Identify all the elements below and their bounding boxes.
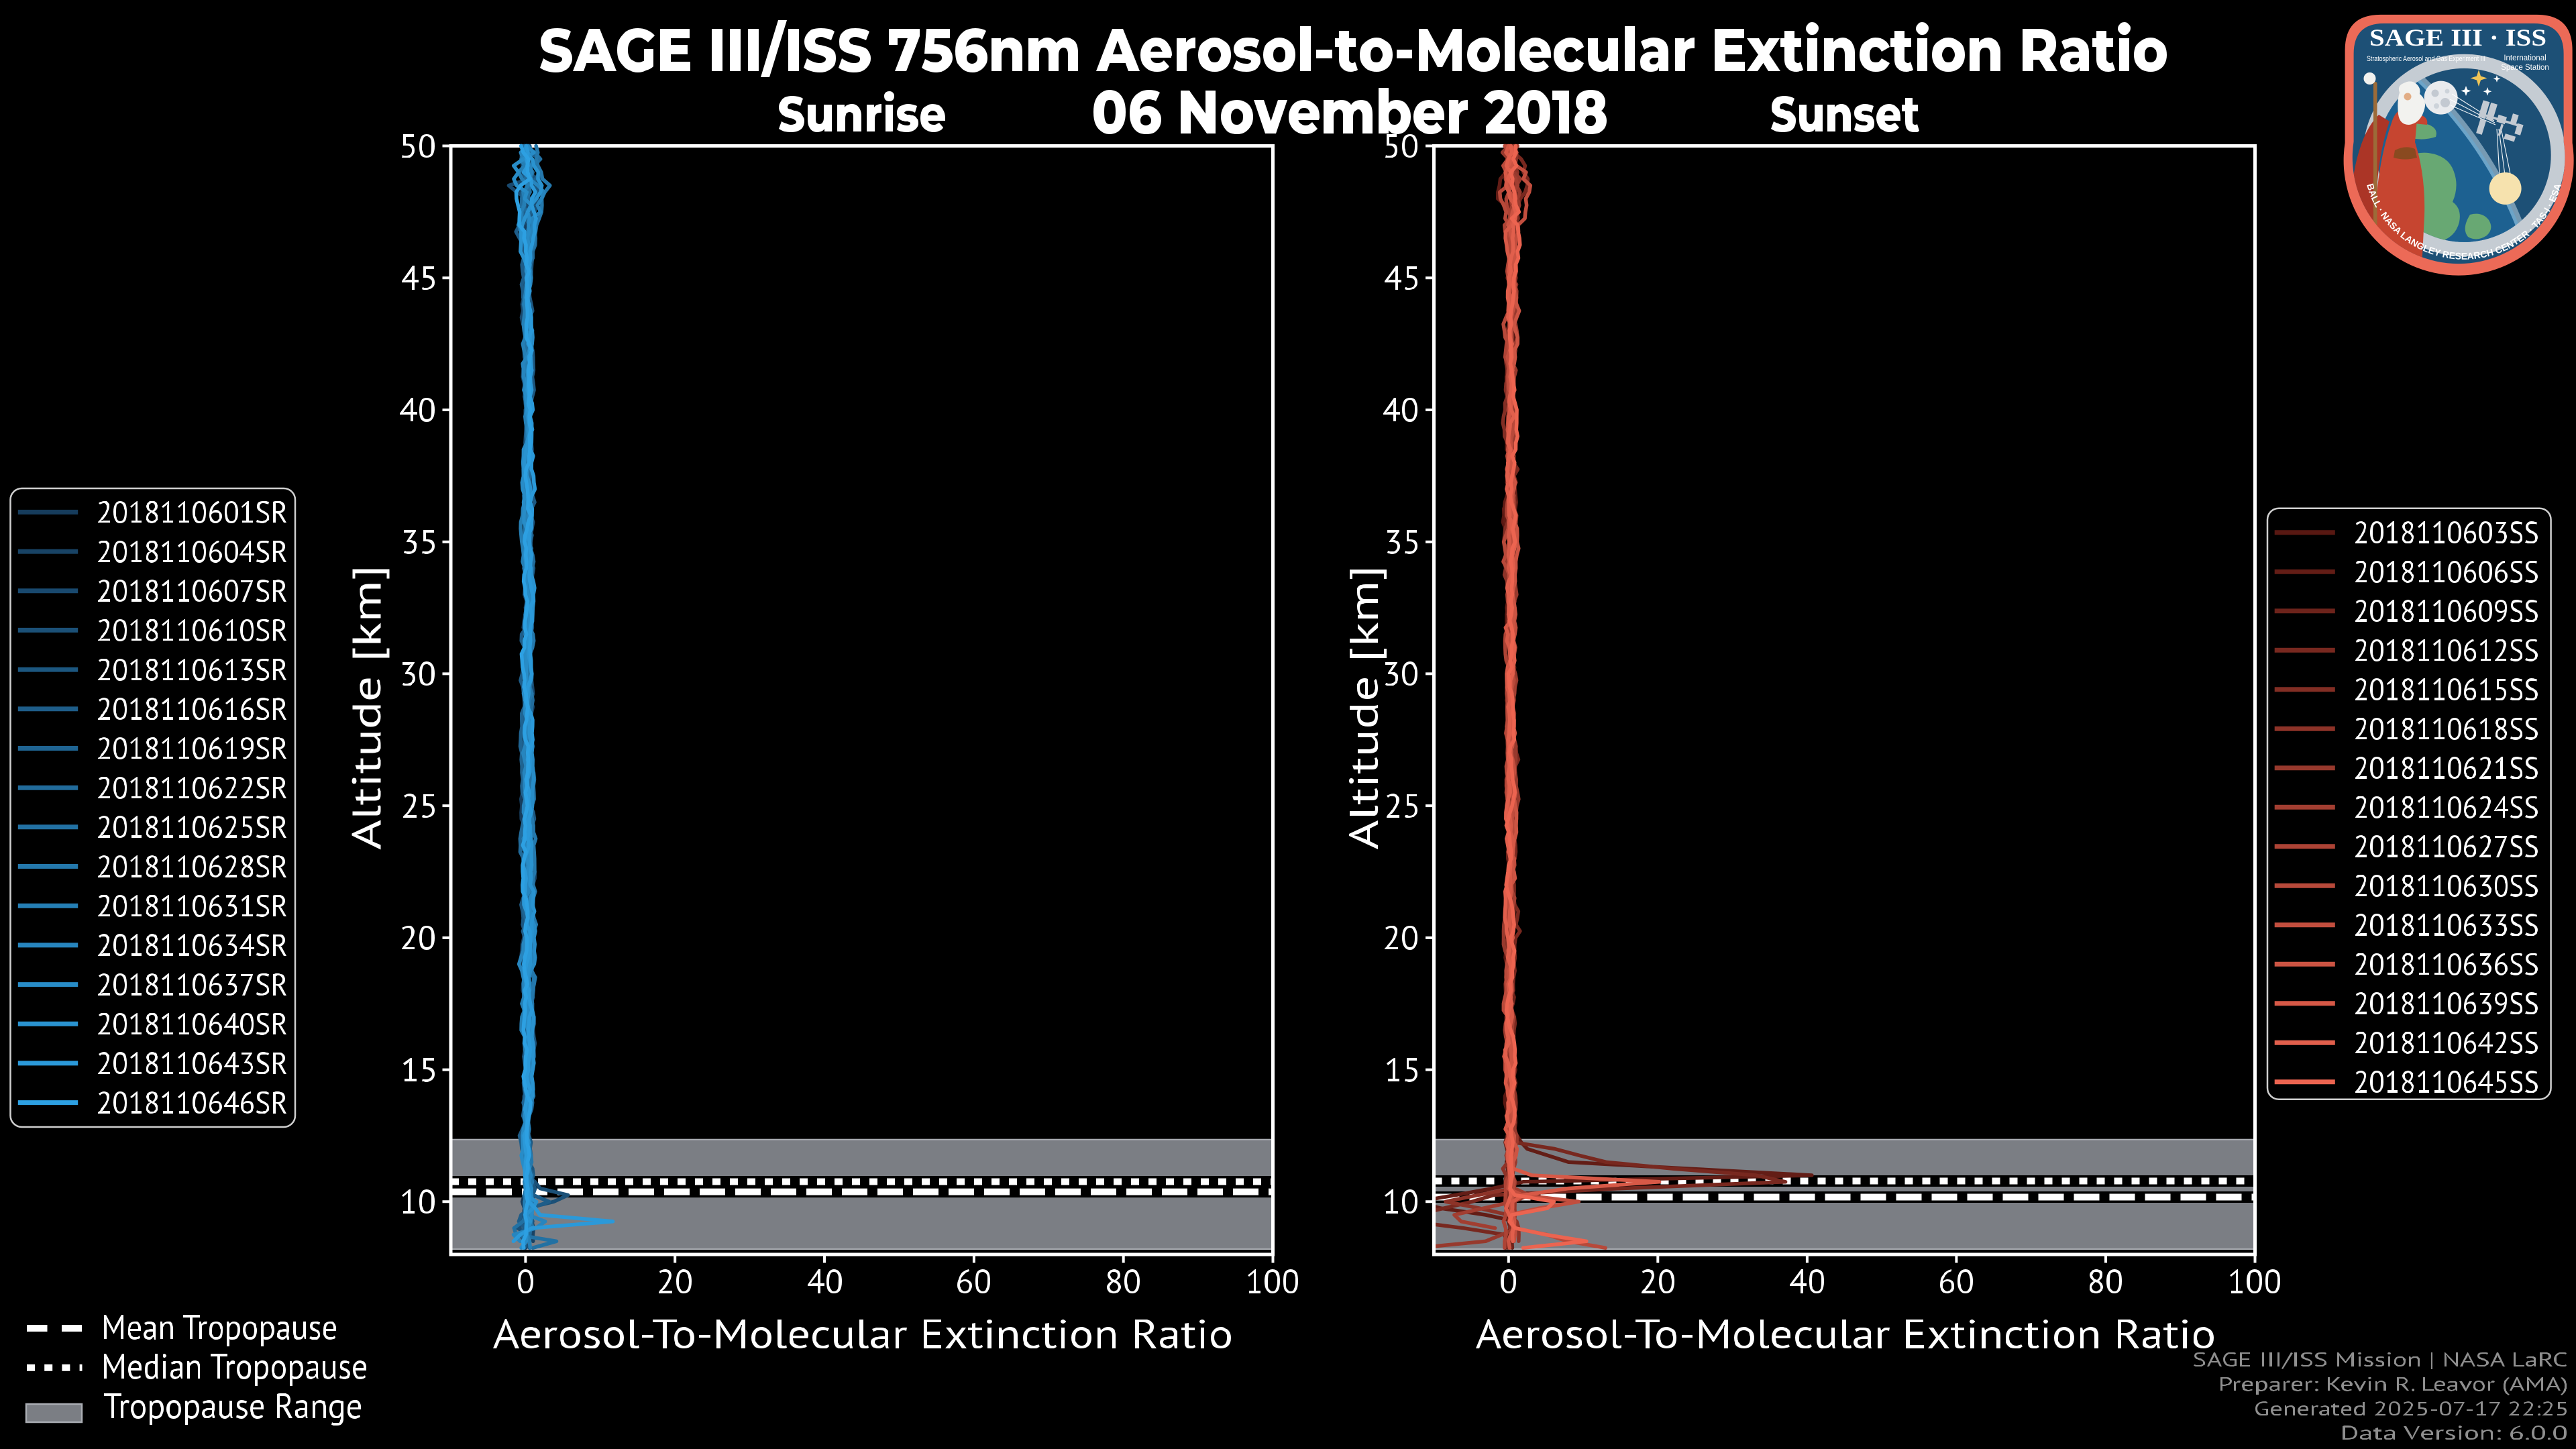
svg-text:SAGE III · ISS: SAGE III · ISS bbox=[2369, 24, 2546, 51]
svg-text:Stratospheric Aerosol and Gas: Stratospheric Aerosol and Gas Experiment… bbox=[2367, 55, 2485, 63]
svg-text:Space Station: Space Station bbox=[2501, 64, 2549, 72]
svg-text:International: International bbox=[2504, 54, 2546, 62]
